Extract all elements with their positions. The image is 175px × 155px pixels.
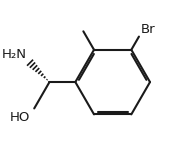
Text: HO: HO — [9, 111, 30, 124]
Text: Br: Br — [141, 23, 155, 36]
Text: H₂N: H₂N — [2, 48, 27, 61]
